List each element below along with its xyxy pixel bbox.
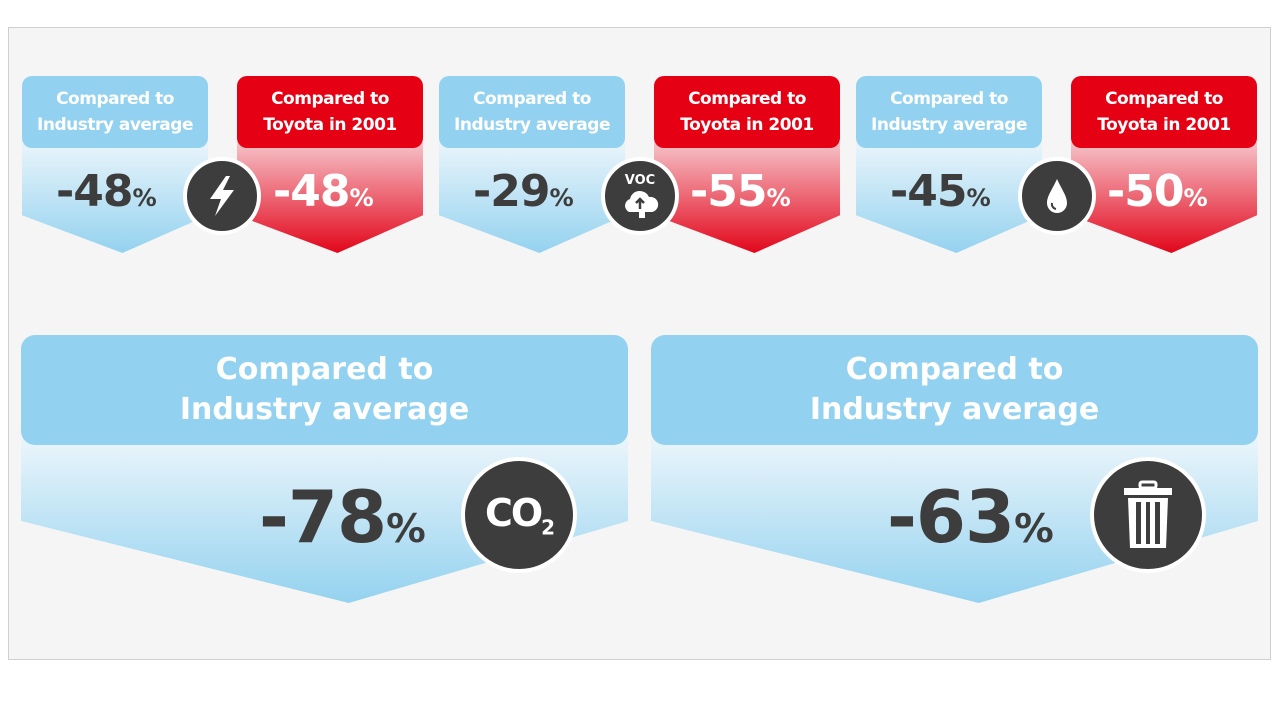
label: Compared to bbox=[845, 352, 1064, 387]
card-header: Compared to Toyota in 2001 bbox=[1071, 76, 1257, 148]
label: Compared to bbox=[473, 89, 591, 109]
toyota-card-water: Compared to Toyota in 2001 -50% bbox=[1071, 76, 1257, 253]
label: Compared to bbox=[215, 352, 434, 387]
label: Industry average bbox=[37, 115, 193, 135]
trash-bin-icon bbox=[1090, 457, 1206, 573]
card-header: Compared to Toyota in 2001 bbox=[237, 76, 423, 148]
water-drop-icon bbox=[1018, 157, 1096, 235]
value: -48% bbox=[56, 166, 157, 217]
voc-label: VOC bbox=[624, 173, 656, 188]
label: Compared to bbox=[1105, 89, 1223, 109]
card-header: Compared to Toyota in 2001 bbox=[654, 76, 840, 148]
card-header: Compared to Industry average bbox=[439, 76, 625, 148]
toyota-card-voc: Compared to Toyota in 2001 -55% bbox=[654, 76, 840, 253]
card-header: Compared to Industry average bbox=[856, 76, 1042, 148]
label: Compared to bbox=[688, 89, 806, 109]
card-header: Compared to Industry average bbox=[22, 76, 208, 148]
label: Compared to bbox=[271, 89, 389, 109]
label: Industry average bbox=[809, 392, 1100, 427]
co2-label: CO2 bbox=[484, 490, 555, 540]
card-header: Compared to Industry average bbox=[21, 335, 628, 445]
label: Industry average bbox=[871, 115, 1027, 135]
value: -29% bbox=[473, 166, 574, 217]
industry-card-electricity: Compared to Industry average -48% bbox=[22, 76, 208, 253]
lightning-icon bbox=[183, 157, 261, 235]
co2-icon: CO2 bbox=[461, 457, 577, 573]
label: Toyota in 2001 bbox=[263, 115, 397, 135]
value: -45% bbox=[890, 166, 991, 217]
label: Toyota in 2001 bbox=[1097, 115, 1231, 135]
value: -50% bbox=[1107, 166, 1208, 217]
value: -63% bbox=[887, 475, 1054, 559]
voc-cloud-icon: VOC bbox=[601, 157, 679, 235]
industry-card-voc: Compared to Industry average -29% bbox=[439, 76, 625, 253]
label: Toyota in 2001 bbox=[680, 115, 814, 135]
label: Industry average bbox=[454, 115, 610, 135]
toyota-card-electricity: Compared to Toyota in 2001 -48% bbox=[237, 76, 423, 253]
card-header: Compared to Industry average bbox=[651, 335, 1258, 445]
label: Compared to bbox=[56, 89, 174, 109]
label: Compared to bbox=[890, 89, 1008, 109]
value: -48% bbox=[273, 166, 374, 217]
value: -78% bbox=[259, 475, 426, 559]
label: Industry average bbox=[179, 392, 470, 427]
industry-card-water: Compared to Industry average -45% bbox=[856, 76, 1042, 253]
value: -55% bbox=[690, 166, 791, 217]
